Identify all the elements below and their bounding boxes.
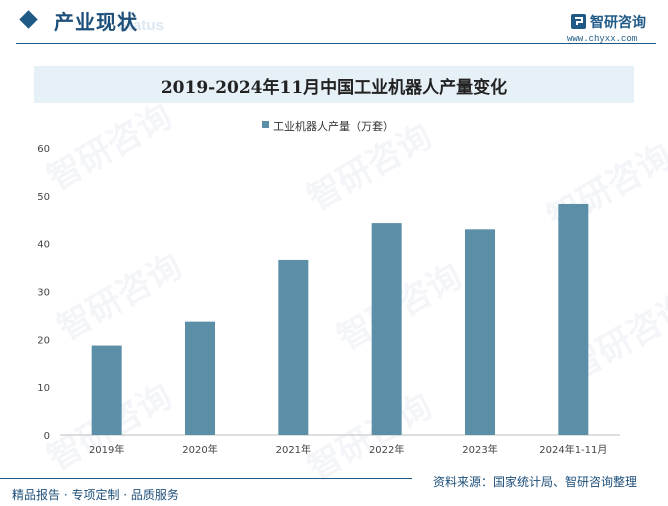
header: Status 产业现状 智研咨询 www.chyxx.com — [0, 0, 668, 56]
logo-name: 智研咨询 — [590, 15, 646, 31]
x-tick-label: 2023年 — [462, 443, 497, 456]
legend-label: 工业机器人产量（万套） — [273, 120, 394, 133]
x-tick-label: 2019年 — [89, 443, 124, 456]
bar — [371, 223, 402, 435]
x-tick-label: 2021年 — [276, 443, 311, 456]
x-tick-label: 2020年 — [182, 443, 217, 456]
chart-title: 2019-2024年11月中国工业机器人产量变化 — [160, 78, 508, 98]
y-tick-label: 40 — [37, 240, 50, 251]
header-divider — [16, 43, 656, 44]
x-tick-label: 2022年 — [369, 443, 404, 456]
bar — [91, 345, 122, 435]
y-tick-label: 60 — [37, 144, 50, 155]
y-tick-label: 30 — [37, 288, 50, 299]
bar — [558, 203, 589, 435]
y-tick-label: 50 — [37, 192, 50, 203]
y-tick-label: 0 — [44, 431, 50, 442]
section-ghost-text: Status — [118, 17, 164, 34]
section-title: 产业现状 — [54, 10, 138, 34]
logo-url: www.chyxx.com — [567, 34, 638, 44]
x-tick-label: 2024年1-11月 — [539, 443, 607, 456]
y-tick-label: 20 — [37, 335, 50, 346]
title-band — [34, 66, 634, 103]
y-tick-label: 10 — [37, 383, 50, 394]
footer-tagline: 精品报告 · 专项定制 · 品质服务 — [12, 488, 179, 502]
footer-divider — [0, 478, 412, 479]
legend-swatch — [262, 121, 269, 128]
bar — [465, 229, 495, 435]
bar — [278, 259, 309, 435]
footer-source: 资料来源：国家统计局、智研咨询整理 — [433, 475, 638, 489]
logo-icon — [571, 14, 586, 29]
bar — [185, 321, 215, 435]
